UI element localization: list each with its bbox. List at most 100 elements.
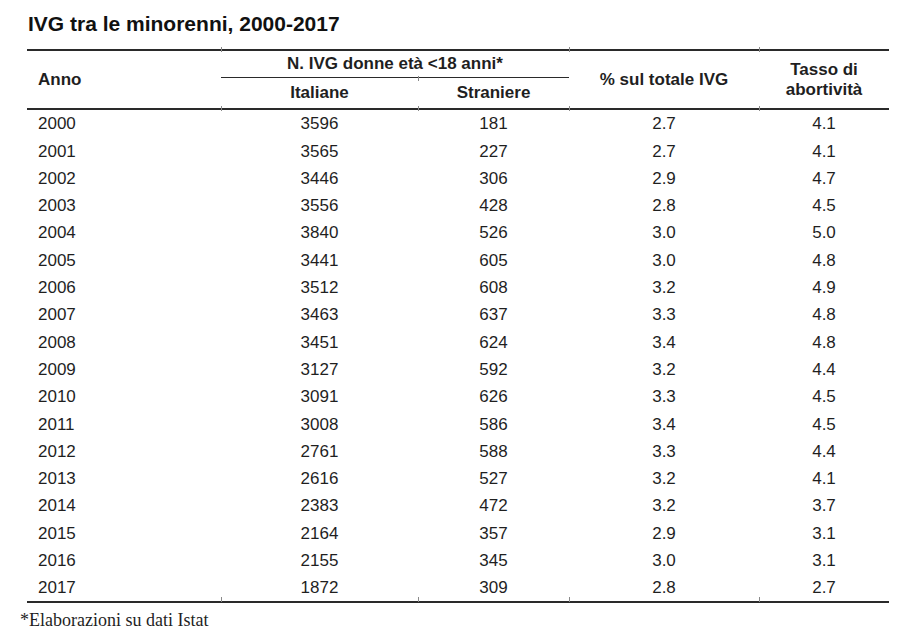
table-cell: 3127: [221, 356, 418, 383]
table-cell: 3596: [221, 109, 418, 137]
table-cell: 4.1: [759, 137, 889, 164]
table-cell: 637: [418, 301, 569, 328]
table-header: Anno N. IVG donne età <18 anni* % sul to…: [27, 50, 889, 109]
table-row: 200035961812.74.1: [27, 109, 889, 137]
table-cell: 3556: [221, 192, 418, 219]
table-row: 200438405263.05.0: [27, 219, 889, 246]
table-cell: 4.4: [759, 438, 889, 465]
table-cell: 4.8: [759, 329, 889, 356]
table-cell: 2015: [27, 520, 221, 547]
table-cell: 3.1: [759, 520, 889, 547]
table-cell: 3451: [221, 329, 418, 356]
junction-tick: [759, 47, 760, 52]
table-cell: 2009: [27, 356, 221, 383]
table-row: 200834516243.44.8: [27, 329, 889, 356]
table-cell: 1872: [221, 574, 418, 602]
table-cell: 2014: [27, 492, 221, 519]
junction-tick: [759, 597, 760, 602]
table-cell: 3.3: [569, 383, 759, 410]
table-cell: 181: [418, 109, 569, 137]
junction-tick: [569, 47, 570, 52]
document-page: IVG tra le minorenni, 2000-2017 Anno N. …: [0, 0, 919, 639]
table-row: 201130085863.44.5: [27, 410, 889, 437]
table-cell: 4.8: [759, 247, 889, 274]
table-cell: 3.2: [569, 492, 759, 519]
table-cell: 2001: [27, 137, 221, 164]
table-cell: 306: [418, 165, 569, 192]
table-cell: 345: [418, 547, 569, 574]
table-cell: 586: [418, 410, 569, 437]
column-header-group-n-ivg: N. IVG donne età <18 anni*: [221, 50, 569, 77]
table-row: 201423834723.23.7: [27, 492, 889, 519]
table-cell: 527: [418, 465, 569, 492]
table-cell: 4.7: [759, 165, 889, 192]
table-cell: 3.2: [569, 465, 759, 492]
column-header-tasso-abortivita: Tasso di abortività: [759, 50, 889, 109]
table-cell: 3.0: [569, 247, 759, 274]
ivg-data-table: Anno N. IVG donne età <18 anni* % sul to…: [27, 49, 889, 603]
table-cell: 2616: [221, 465, 418, 492]
table-cell: 3.4: [569, 410, 759, 437]
table-cell: 526: [418, 219, 569, 246]
table-cell: 626: [418, 383, 569, 410]
table-cell: 2008: [27, 329, 221, 356]
table-row: 201521643572.93.1: [27, 520, 889, 547]
table-cell: 2016: [27, 547, 221, 574]
table-cell: 4.9: [759, 274, 889, 301]
table-body: 200035961812.74.1200135652272.74.1200234…: [27, 109, 889, 602]
column-subheader-italiane: Italiane: [221, 77, 418, 109]
table-cell: 4.5: [759, 192, 889, 219]
table-cell: 2005: [27, 247, 221, 274]
table-cell: 592: [418, 356, 569, 383]
table-cell: 2002: [27, 165, 221, 192]
table-cell: 3565: [221, 137, 418, 164]
table-cell: 3441: [221, 247, 418, 274]
table-cell: 2010: [27, 383, 221, 410]
table-cell: 3091: [221, 383, 418, 410]
table-cell: 3.3: [569, 301, 759, 328]
table-cell: 3463: [221, 301, 418, 328]
junction-tick: [221, 47, 222, 52]
table-cell: 3.2: [569, 274, 759, 301]
table-cell: 3.4: [569, 329, 759, 356]
table-cell: 5.0: [759, 219, 889, 246]
junction-tick: [418, 76, 419, 81]
table-cell: 4.8: [759, 301, 889, 328]
table-cell: 2761: [221, 438, 418, 465]
table-cell: 4.5: [759, 410, 889, 437]
table-row: 201326165273.24.1: [27, 465, 889, 492]
table-cell: 2.7: [569, 109, 759, 137]
junction-tick: [221, 106, 222, 111]
table-cell: 2383: [221, 492, 418, 519]
table-cell: 2.7: [759, 574, 889, 602]
table-row: 201621553453.03.1: [27, 547, 889, 574]
table-row: 200234463062.94.7: [27, 165, 889, 192]
junction-tick: [569, 106, 570, 111]
table-cell: 2011: [27, 410, 221, 437]
table-cell: 2006: [27, 274, 221, 301]
table-row: 201227615883.34.4: [27, 438, 889, 465]
table-cell: 2.7: [569, 137, 759, 164]
table-row: 200534416053.04.8: [27, 247, 889, 274]
table-row: 200931275923.24.4: [27, 356, 889, 383]
table-row: 200635126083.24.9: [27, 274, 889, 301]
table-cell: 2155: [221, 547, 418, 574]
table-cell: 428: [418, 192, 569, 219]
table-cell: 4.1: [759, 109, 889, 137]
table-cell: 3.1: [759, 547, 889, 574]
table-cell: 2.9: [569, 165, 759, 192]
junction-tick: [418, 597, 419, 602]
table-cell: 309: [418, 574, 569, 602]
table-cell: 4.1: [759, 465, 889, 492]
junction-tick: [569, 597, 570, 602]
table-cell: 2000: [27, 109, 221, 137]
table-cell: 2.8: [569, 574, 759, 602]
table-cell: 3.0: [569, 547, 759, 574]
table-cell: 2164: [221, 520, 418, 547]
junction-tick: [418, 106, 419, 111]
table-cell: 605: [418, 247, 569, 274]
table-cell: 3.7: [759, 492, 889, 519]
table-cell: 3512: [221, 274, 418, 301]
data-table-wrap: Anno N. IVG donne età <18 anni* % sul to…: [27, 49, 889, 603]
table-cell: 2007: [27, 301, 221, 328]
